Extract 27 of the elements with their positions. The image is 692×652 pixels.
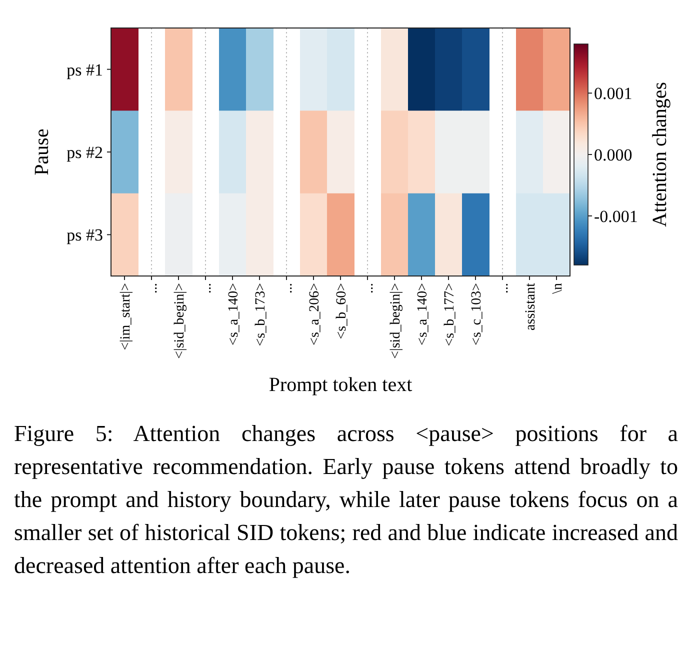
- color-bar-label: 0.001: [594, 84, 632, 104]
- x-tick-label: <s_c_103>: [469, 282, 484, 346]
- y-tick-label: ps #2: [66, 142, 103, 162]
- color-bar-label: 0.000: [594, 145, 632, 164]
- x-tick-label: <s_b_177>: [442, 282, 458, 346]
- caption: Figure 5: Attention changes across <pause> positions for a representative recommendation. Early pause tokens attend broadly to the prompt and history boundary, while later pause tokens focus on a smaller set of historical SID tokens; red and blue indicate increased and decreased attention after each pause.: [14, 420, 678, 580]
- x-tick-label: <s_b_173>: [253, 282, 268, 346]
- x-tick-label: ...: [280, 283, 296, 294]
- x-tick-label: ...: [199, 283, 214, 294]
- color-bar-label: -0.001: [594, 206, 638, 226]
- x-tick-label: <|im_start|>: [118, 282, 134, 350]
- x-tick-label: assistant: [523, 282, 538, 330]
- y-axis-title: Pause: [31, 128, 53, 176]
- x-tick-label: <|sid_begin|>: [388, 282, 404, 359]
- x-tick-label: ...: [361, 283, 376, 294]
- x-tick-label: <s_b_60>: [334, 282, 350, 340]
- x-tick-label: <s_a_140>: [226, 282, 242, 346]
- color-bar-title: Attention changes: [649, 82, 671, 227]
- x-tick-label: <s_a_206>: [307, 282, 322, 346]
- x-tick-label: ...: [496, 283, 512, 294]
- x-axis-title: Prompt token text: [268, 374, 413, 396]
- y-tick-label: ps #1: [66, 60, 103, 80]
- x-tick-label: <s_a_140>: [415, 282, 430, 346]
- y-tick-label: ps #3: [66, 226, 103, 245]
- x-tick-label: <|sid_begin|>: [172, 282, 188, 359]
- x-tick-label: ...: [145, 283, 160, 294]
- x-tick-label: \n: [550, 283, 566, 294]
